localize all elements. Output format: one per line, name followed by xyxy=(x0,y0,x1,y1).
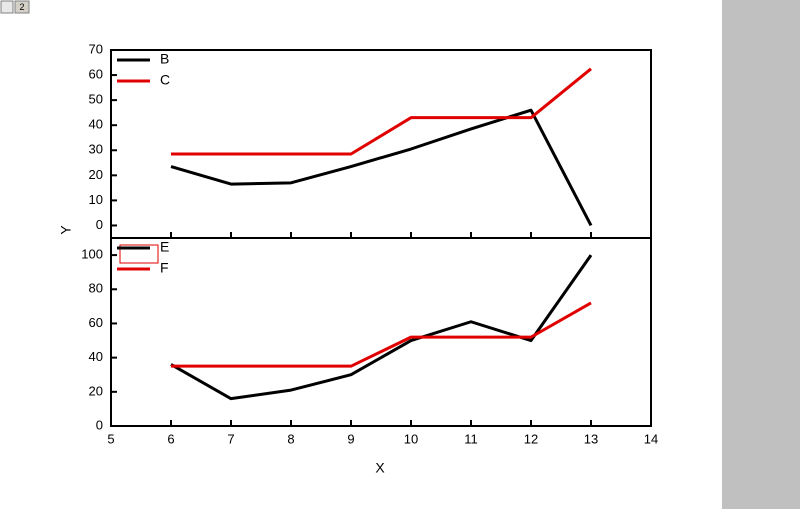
tab-icon[interactable] xyxy=(0,0,14,14)
y-tick-label: 70 xyxy=(89,41,103,56)
x-tick-label: 5 xyxy=(107,431,114,446)
legend-label: B xyxy=(160,51,169,67)
x-tick-label: 7 xyxy=(227,431,234,446)
x-tick-label: 10 xyxy=(404,431,418,446)
y-tick-label: 20 xyxy=(89,167,103,182)
y-tick-label: 50 xyxy=(89,92,103,107)
y-tick-label: 60 xyxy=(89,315,103,330)
x-tick-label: 13 xyxy=(584,431,598,446)
data-line xyxy=(171,301,592,368)
x-tick-label: 11 xyxy=(464,431,478,446)
y-tick-label: 0 xyxy=(96,417,103,432)
legend-label: E xyxy=(160,239,169,255)
x-tick-label: 9 xyxy=(347,431,354,446)
data-line xyxy=(170,108,593,227)
y-tick-label: 100 xyxy=(81,247,103,262)
x-tick-label: 14 xyxy=(644,431,658,446)
y-tick-label: 10 xyxy=(89,192,103,207)
x-tick-label: 12 xyxy=(524,431,538,446)
y-tick-label: 40 xyxy=(89,117,103,132)
gray-margin xyxy=(722,0,800,509)
plot-frame xyxy=(110,237,652,427)
tab[interactable] xyxy=(14,0,30,14)
legend-label: F xyxy=(160,260,169,276)
y-tick-label: 80 xyxy=(89,281,103,296)
y-tick-label: 20 xyxy=(89,383,103,398)
y-tick-label: 30 xyxy=(89,142,103,157)
y-tick-label: 40 xyxy=(89,349,103,364)
tab-label[interactable]: 2 xyxy=(19,2,24,12)
legend-label: C xyxy=(160,72,170,88)
selection-box xyxy=(119,244,159,264)
y-tick-label: 0 xyxy=(96,217,103,232)
y-axis-label: Y xyxy=(58,225,74,235)
x-tick-label: 8 xyxy=(287,431,294,446)
y-tick-label: 60 xyxy=(89,67,103,82)
x-tick-label: 6 xyxy=(167,431,174,446)
x-axis-label: X xyxy=(375,460,385,476)
data-line xyxy=(171,67,592,156)
